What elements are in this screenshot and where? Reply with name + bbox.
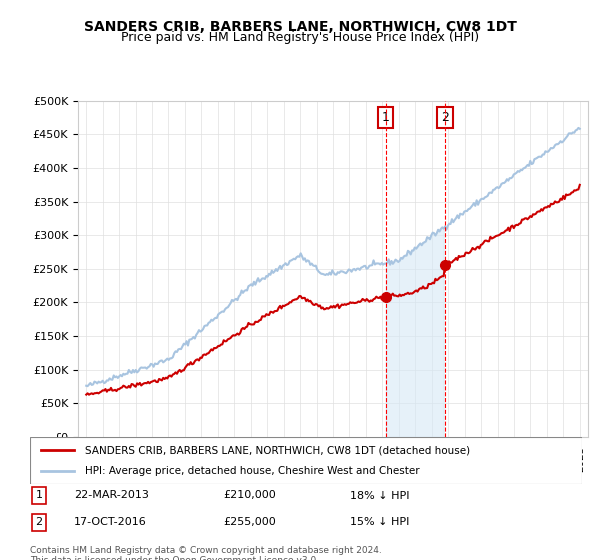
Text: Price paid vs. HM Land Registry's House Price Index (HPI): Price paid vs. HM Land Registry's House …	[121, 31, 479, 44]
Text: SANDERS CRIB, BARBERS LANE, NORTHWICH, CW8 1DT: SANDERS CRIB, BARBERS LANE, NORTHWICH, C…	[83, 20, 517, 34]
Text: 15% ↓ HPI: 15% ↓ HPI	[350, 517, 410, 527]
Text: 1: 1	[382, 111, 389, 124]
Text: £210,000: £210,000	[223, 491, 276, 501]
Text: 17-OCT-2016: 17-OCT-2016	[74, 517, 147, 527]
Text: 2: 2	[35, 517, 43, 527]
Text: 18% ↓ HPI: 18% ↓ HPI	[350, 491, 410, 501]
Text: HPI: Average price, detached house, Cheshire West and Chester: HPI: Average price, detached house, Ches…	[85, 466, 420, 476]
FancyBboxPatch shape	[30, 437, 582, 484]
Text: Contains HM Land Registry data © Crown copyright and database right 2024.
This d: Contains HM Land Registry data © Crown c…	[30, 546, 382, 560]
Text: 1: 1	[35, 491, 43, 501]
Text: £255,000: £255,000	[223, 517, 276, 527]
Text: 22-MAR-2013: 22-MAR-2013	[74, 491, 149, 501]
Text: 2: 2	[441, 111, 449, 124]
Text: SANDERS CRIB, BARBERS LANE, NORTHWICH, CW8 1DT (detached house): SANDERS CRIB, BARBERS LANE, NORTHWICH, C…	[85, 445, 470, 455]
